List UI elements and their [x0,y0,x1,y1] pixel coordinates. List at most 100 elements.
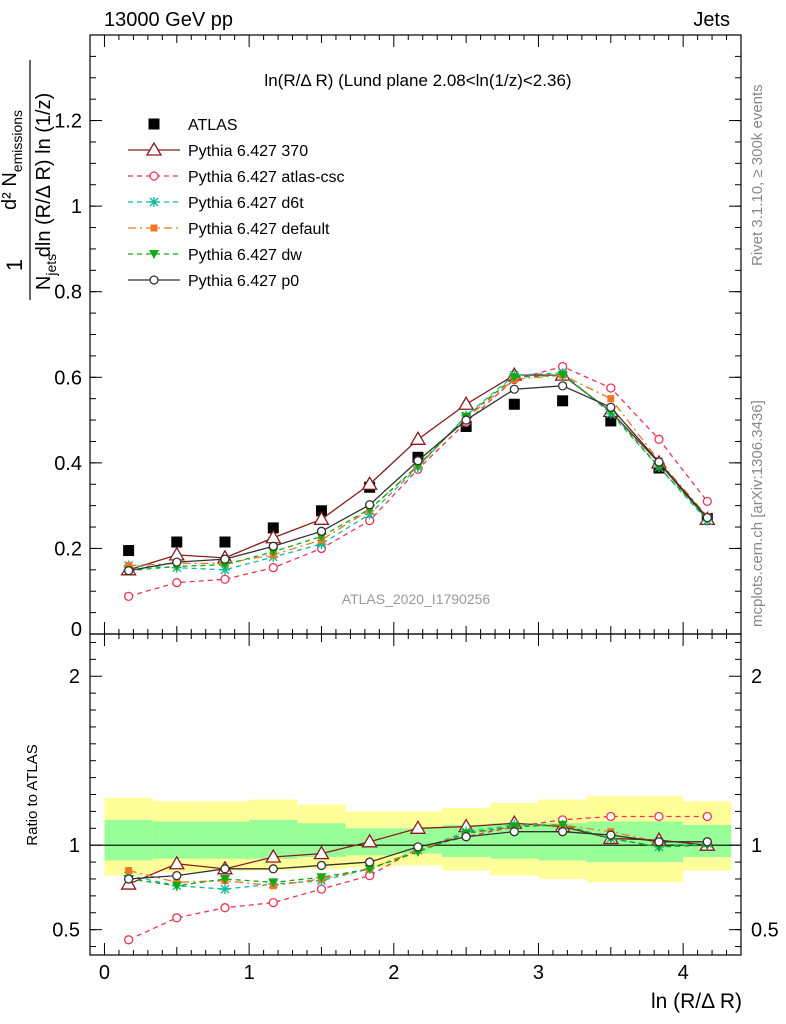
data-point [413,456,423,466]
band-inner [104,819,153,861]
y-tick-label-right: 1 [751,835,762,857]
chart-title: ln(R/Δ R) (Lund plane 2.08<ln(1/z)<2.36) [264,71,571,90]
legend-label: Pythia 6.427 p0 [188,273,299,290]
data-point [313,511,330,525]
x-tick-label: 4 [678,962,689,984]
data-point [607,395,615,403]
x-tick-label: 1 [244,962,255,984]
y-tick-label: 1 [71,196,82,218]
series-line [128,365,708,597]
data-point [461,415,471,425]
data-point [171,536,183,548]
data-point [149,275,159,285]
data-point [220,864,230,874]
data-point [508,398,520,410]
watermark: ATLAS_2020_I1790256 [342,591,491,607]
data-point [316,873,327,883]
y-tick-label: 0.8 [54,282,82,304]
data-point [172,557,182,567]
data-point [458,395,475,410]
data-point [461,832,471,842]
band-inner [200,821,250,859]
data-point [557,827,568,837]
data-point [409,819,427,834]
data-point [171,881,182,891]
legend-label: Pythia 6.427 d6t [188,195,304,212]
data-point [315,505,327,517]
y-tick-label: 0 [71,619,82,641]
data-point [702,811,712,822]
main-series-layer [120,361,716,601]
data-point [219,536,231,548]
data-point [172,913,182,923]
data-point [220,903,230,913]
mcplots-label: mcplots.cern.ch [arXiv:1306.3436] [749,400,766,627]
data-point [268,878,279,888]
svg-text:d² Nemissions: d² Nemissions [0,110,25,210]
data-point [123,591,134,601]
legend-label: Pythia 6.427 atlas-csc [188,169,345,186]
data-point [654,434,664,444]
svg-text:1: 1 [2,259,27,271]
header-left: 13000 GeV pp [104,9,233,31]
data-point [557,820,568,830]
data-point [268,541,278,551]
data-point [316,884,327,894]
ratio-y-axis-label: Ratio to ATLAS [24,744,41,845]
data-point [168,855,185,870]
star-stroke [220,565,230,575]
legend-label: Pythia 6.427 default [188,221,330,238]
data-point [220,574,230,584]
y-tick-label: 0.4 [54,453,82,475]
legend-label: Pythia 6.427 dw [188,247,302,264]
star-stroke [149,197,159,207]
rivet-label: Rivet 3.1.10, ≥ 300k events [749,84,766,266]
data-point [268,563,278,573]
y-tick-label: 0.6 [54,367,82,389]
data-point [123,874,134,884]
x-tick-label: 2 [388,962,399,984]
x-tick-label: 3 [533,962,544,984]
data-point [316,526,327,536]
y-tick-label: 0.2 [54,538,82,560]
data-point [267,522,279,534]
data-point [125,867,133,875]
data-point [123,935,134,945]
y-tick-label-right: 0.5 [751,920,779,942]
data-point [605,415,617,427]
data-point [172,578,182,588]
ratio-series-layer [120,811,716,945]
data-point [606,811,616,822]
frame [89,633,742,956]
data-point [268,897,278,908]
y-tick-label: 0.5 [52,920,80,942]
legend: ATLAS Pythia 6.427 370 Pythia 6.427 atlas-… [128,117,345,290]
data-point [654,837,664,847]
data-point [313,845,330,860]
data-point [654,457,664,467]
data-point [145,141,163,156]
data-point [149,250,159,259]
series-line [128,385,708,572]
data-point [125,562,133,570]
data-point [219,884,230,895]
data-point [150,224,158,232]
data-point [172,870,182,881]
star-stroke [220,884,230,894]
y-tick-label-right: 2 [751,666,762,688]
data-point [509,373,520,383]
data-point [123,566,134,576]
header-right: Jets [693,9,730,31]
data-point [219,874,230,884]
data-point [220,554,230,564]
data-point [557,395,569,407]
data-point [509,384,519,394]
data-point [606,383,616,393]
data-point [409,431,427,445]
main-y-axis-label: 1 d² Nemissions dln (R/Δ R) ln (1/z) Nje… [0,60,59,300]
y-tick-label: 1 [69,835,80,857]
data-point [148,118,160,130]
legend-label: ATLAS [188,117,238,134]
data-point [557,381,568,391]
data-point [149,197,159,207]
